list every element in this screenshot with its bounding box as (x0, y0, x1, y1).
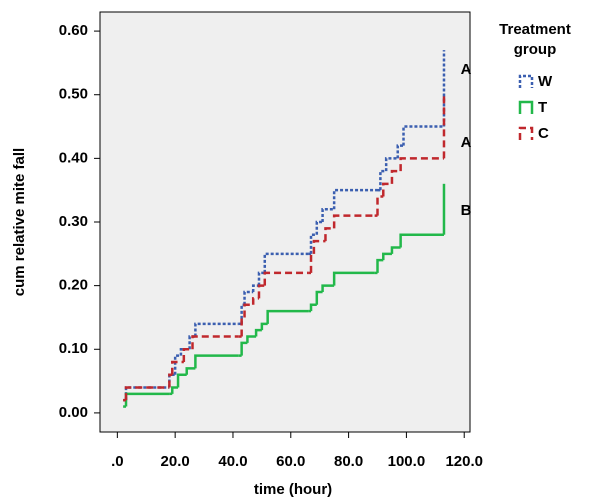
step-segment (324, 227, 335, 242)
y-tick-label: 0.00 (59, 404, 88, 421)
x-tick-label: 100.0 (388, 453, 426, 470)
y-tick-label: 0.20 (59, 277, 88, 294)
step-segment (376, 258, 384, 273)
step-segment (321, 284, 335, 292)
step-segment (390, 169, 401, 184)
step-segment (251, 297, 259, 305)
step-segment (382, 182, 392, 197)
plot-area (99, 11, 471, 433)
step-segment (263, 271, 309, 286)
step-segment (171, 386, 179, 394)
legend-swatch (518, 100, 534, 114)
step-segment (243, 290, 254, 305)
legend-title: Treatment group (499, 21, 571, 58)
y-tick-label: 0.30 (59, 213, 88, 230)
step-segment (171, 360, 184, 375)
x-tick-label: 80.0 (334, 453, 363, 470)
step-segment (257, 284, 265, 299)
annotation: A (461, 61, 472, 78)
y-axis-label: cum relative mite fall (11, 148, 28, 296)
step-segment (243, 303, 254, 318)
y-tick-label: 0.60 (59, 22, 88, 39)
step-segment (376, 195, 384, 216)
x-tick-label: 120.0 (445, 453, 483, 470)
step-segment (124, 386, 170, 401)
step-segment (251, 284, 259, 292)
step-segment (257, 271, 265, 286)
step-segment (321, 208, 335, 222)
step-segment (240, 341, 248, 356)
x-tick-label: 40.0 (218, 453, 247, 470)
x-axis-label: time (hour) (254, 481, 332, 498)
step-segment (332, 271, 375, 286)
annotation: B (461, 202, 472, 219)
step-segment (254, 328, 262, 337)
step-segment (332, 214, 375, 229)
step-segment (194, 354, 239, 369)
step-segment (309, 303, 317, 312)
step-segment (399, 233, 444, 248)
step-segment (263, 252, 309, 273)
step-segment (185, 367, 196, 375)
legend-label: T (538, 99, 547, 116)
legend-label: W (538, 73, 553, 90)
y-tick-label: 0.50 (59, 86, 88, 103)
annotation: A (461, 134, 472, 151)
step-segment (312, 239, 326, 254)
x-tick-label: 20.0 (161, 453, 190, 470)
step-segment (309, 252, 314, 273)
legend-label: C (538, 125, 549, 142)
step-segment (402, 125, 444, 146)
step-segment (315, 290, 323, 305)
legend-swatch (518, 74, 534, 88)
step-segment (176, 373, 187, 388)
x-tick-label: 60.0 (276, 453, 305, 470)
step-segment (260, 322, 268, 331)
step-segment (266, 309, 309, 324)
x-tick-label: .0 (111, 453, 124, 470)
y-tick-label: 0.40 (59, 149, 88, 166)
step-segment (390, 246, 401, 254)
legend-swatch (518, 126, 534, 140)
step-segment (246, 335, 257, 343)
step-segment (379, 169, 387, 191)
step-segment (194, 322, 239, 337)
step-segment (173, 354, 181, 375)
step-segment (191, 335, 239, 350)
step-segment (332, 188, 378, 210)
step-segment (396, 144, 404, 159)
step-segment (240, 316, 245, 337)
step-segment (382, 252, 392, 261)
step-segment (315, 220, 323, 235)
step-segment (182, 348, 193, 362)
step-segment (399, 157, 444, 172)
y-tick-label: 0.10 (59, 340, 88, 357)
step-segment (309, 233, 317, 254)
step-segment (384, 157, 398, 172)
